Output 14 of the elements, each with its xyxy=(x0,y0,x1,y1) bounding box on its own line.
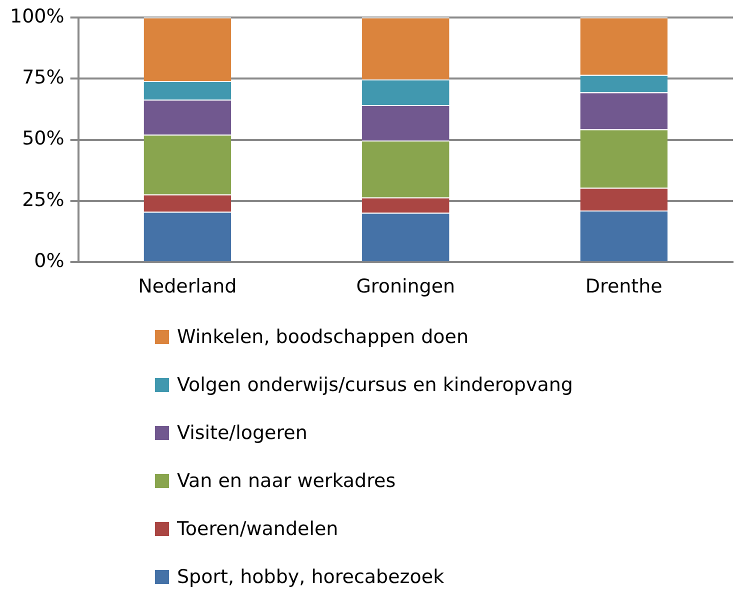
x-tick-label: Nederland xyxy=(138,276,237,298)
legend-label: Visite/logeren xyxy=(177,422,308,444)
y-tick-label: 100% xyxy=(10,5,64,28)
legend-label: Sport, hobby, horecabezoek xyxy=(177,566,444,588)
y-tick-label: 75% xyxy=(22,66,64,89)
y-tick-label: 0% xyxy=(34,250,64,272)
x-tick-label: Groningen xyxy=(356,276,456,298)
legend-label: Van en naar werkadres xyxy=(177,470,396,492)
y-tick-label: 25% xyxy=(22,188,64,211)
legend-label: Winkelen, boodschappen doen xyxy=(177,326,469,348)
x-tick-label: Drenthe xyxy=(585,276,662,298)
y-tick-label: 50% xyxy=(22,128,64,150)
legend-label: Volgen onderwijs/cursus en kinderopvang xyxy=(177,374,573,396)
legend-label: Toeren/wandelen xyxy=(177,518,338,540)
